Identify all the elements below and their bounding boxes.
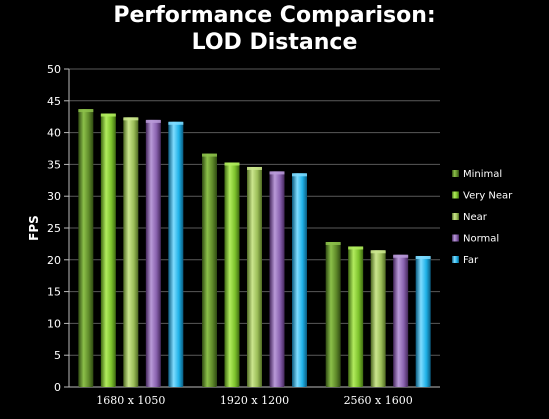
y-tick-label: 25 (47, 222, 61, 235)
bar-cap (78, 109, 94, 113)
bar-far (415, 255, 431, 387)
bar-near (247, 166, 262, 387)
y-tick-label: 15 (47, 286, 61, 299)
legend: Minimal Very Near Near Normal Far (452, 169, 513, 266)
bar-very-near (224, 162, 240, 387)
chart-title-line-2: LOD Distance (191, 30, 358, 55)
bar-minimal (78, 109, 94, 388)
y-tick-label: 50 (47, 63, 61, 76)
legend-label: Near (463, 212, 488, 223)
bars (78, 109, 431, 388)
axes: 0 5 10 15 20 25 30 35 40 45 50 FPS 1680 x 1050 1920 x… (27, 63, 440, 407)
y-tick-label: 40 (47, 127, 61, 140)
bar-minimal (325, 241, 341, 387)
bar-cap (145, 119, 161, 123)
y-tick-label: 45 (47, 95, 61, 108)
bar-normal (145, 119, 161, 387)
bar-very-near (348, 246, 364, 387)
y-tick-label: 0 (54, 381, 61, 394)
bar-cap (325, 241, 341, 245)
y-axis-label: FPS (27, 215, 41, 241)
legend-label: Minimal (463, 169, 502, 180)
bar-near (370, 250, 386, 387)
chart-title: Performance Comparison: LOD Distance (0, 2, 549, 56)
bar-near (123, 117, 139, 387)
bar-cap (224, 162, 240, 166)
bar-normal (393, 254, 409, 387)
y-tick-label: 35 (47, 158, 61, 171)
bar-cap (370, 250, 386, 254)
x-category-label: 1920 x 1200 (220, 394, 289, 407)
legend-label: Normal (463, 234, 499, 245)
bar-cap (415, 255, 431, 259)
bar-cap (168, 121, 184, 125)
bar-cap (393, 254, 409, 258)
bar-cap (247, 166, 262, 170)
bar-cap (202, 153, 217, 157)
legend-swatch (452, 234, 459, 242)
bar-very-near (100, 113, 116, 388)
y-tick-label: 10 (47, 317, 61, 330)
legend-swatch (452, 213, 459, 220)
x-category-label: 1680 x 1050 (96, 394, 165, 407)
bar-cap (292, 173, 307, 177)
bar-minimal (202, 153, 217, 387)
x-category-label: 2560 x 1600 (344, 394, 413, 407)
legend-swatch (452, 191, 459, 199)
y-tick-label: 30 (47, 190, 61, 203)
legend-label: Very Near (463, 191, 513, 202)
bar-far (168, 121, 184, 388)
bar-cap (269, 171, 285, 175)
bar-cap (348, 246, 364, 250)
bar-normal (269, 171, 285, 387)
bar-cap (123, 117, 139, 121)
bar-cap (100, 113, 116, 117)
bar-far (292, 173, 307, 387)
legend-label: Far (463, 255, 479, 266)
y-tick-label: 5 (54, 349, 61, 362)
legend-swatch (452, 170, 459, 177)
legend-swatch (452, 256, 459, 263)
chart-title-line-1: Performance Comparison: (113, 3, 436, 28)
y-tick-label: 20 (47, 254, 61, 267)
